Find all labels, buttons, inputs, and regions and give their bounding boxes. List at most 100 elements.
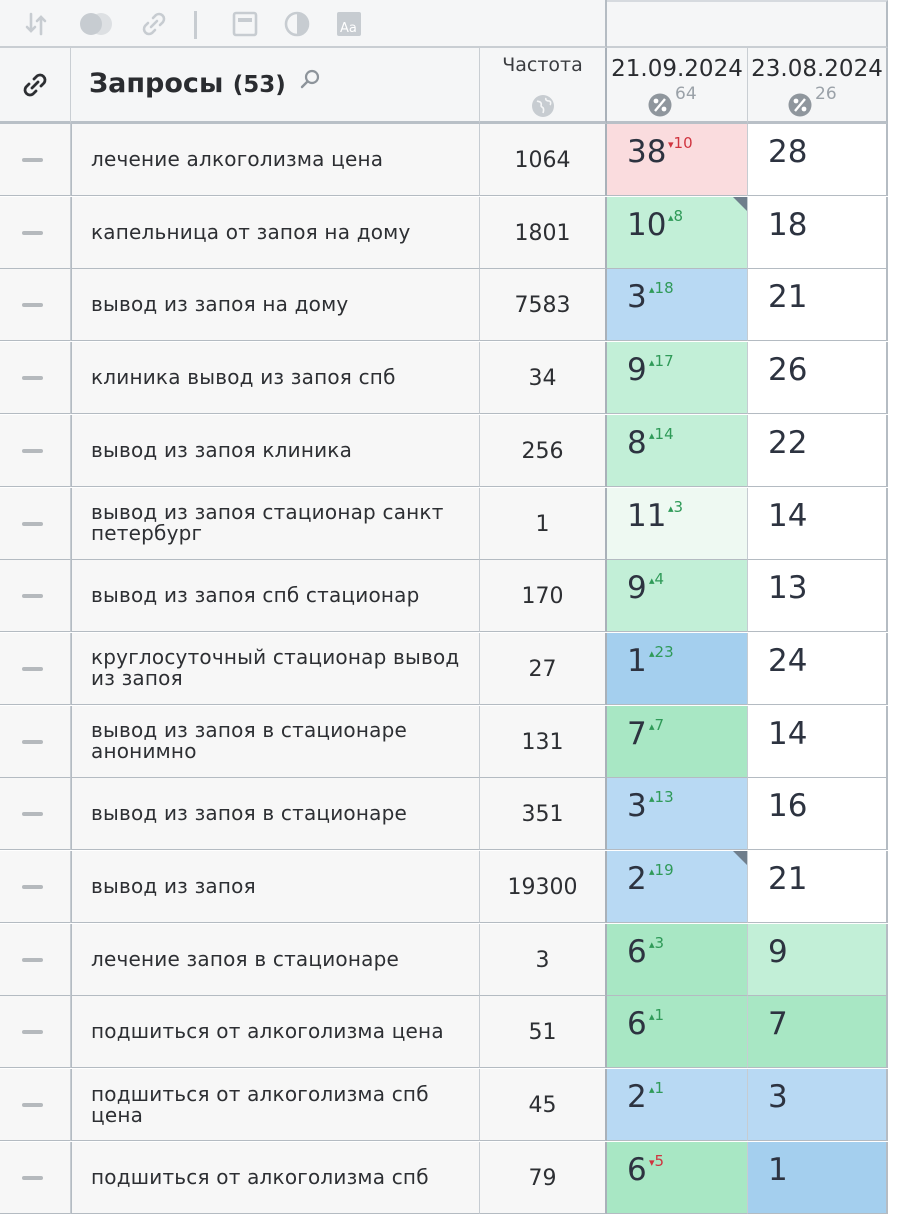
dash-icon[interactable] <box>22 448 43 453</box>
position-cell-date-1[interactable]: 10 ▴8 <box>607 196 748 269</box>
dash-icon[interactable] <box>22 303 43 308</box>
toggle-icon[interactable] <box>78 10 116 38</box>
position-cell-date-2[interactable]: 24 <box>748 632 888 705</box>
query-cell[interactable]: вывод из запоя спб стационар <box>71 560 480 633</box>
header-date-2[interactable]: 23.08.2024 26 <box>748 48 888 124</box>
note-corner-icon[interactable] <box>733 851 747 865</box>
chain-link-icon[interactable] <box>21 71 49 99</box>
position-cell-date-1[interactable]: 3 ▴18 <box>607 269 748 342</box>
position-cell-date-2[interactable]: 14 <box>748 705 888 778</box>
table-row[interactable]: подшиться от алкоголизма спб 79 6 ▾5 1 <box>0 1141 888 1215</box>
row-link-cell[interactable] <box>0 269 71 342</box>
table-row[interactable]: подшиться от алкоголизма спб цена 45 2 ▴1 3 <box>0 1069 888 1142</box>
query-cell[interactable]: круглосуточный стационар вывод из запоя <box>71 632 480 705</box>
row-link-cell[interactable] <box>0 414 71 487</box>
position-cell-date-2[interactable]: 21 <box>748 269 888 342</box>
position-cell-date-2[interactable]: 14 <box>748 487 888 560</box>
dash-icon[interactable] <box>22 739 43 744</box>
table-row[interactable]: вывод из запоя на дому 7583 3 ▴18 21 <box>0 269 888 342</box>
position-cell-date-1[interactable]: 6 ▴1 <box>607 996 748 1069</box>
position-cell-date-2[interactable]: 7 <box>748 996 888 1069</box>
position-cell-date-2[interactable]: 18 <box>748 196 888 269</box>
query-cell[interactable]: клиника вывод из запоя спб <box>71 342 480 415</box>
dash-icon[interactable] <box>22 230 43 235</box>
query-cell[interactable]: вывод из запоя стационар санкт петербург <box>71 487 480 560</box>
position-cell-date-2[interactable]: 28 <box>748 124 888 196</box>
position-cell-date-2[interactable]: 16 <box>748 778 888 851</box>
dash-icon[interactable] <box>22 885 43 889</box>
position-cell-date-2[interactable]: 1 <box>748 1141 888 1214</box>
position-cell-date-2[interactable]: 26 <box>748 342 888 415</box>
query-cell[interactable]: лечение запоя в стационаре <box>71 923 480 996</box>
row-link-cell[interactable] <box>0 487 71 560</box>
table-row[interactable]: вывод из запоя в стационаре анонимно 131 7… <box>0 705 888 779</box>
link-icon[interactable] <box>140 10 168 38</box>
table-row[interactable]: вывод из запоя 19300 2 ▴19 21 <box>0 851 888 924</box>
position-cell-date-2[interactable]: 13 <box>748 560 888 633</box>
position-cell-date-1[interactable]: 9 ▴4 <box>607 560 748 633</box>
position-cell-date-1[interactable]: 2 ▴19 <box>607 851 748 923</box>
position-cell-date-2[interactable]: 22 <box>748 414 888 487</box>
position-cell-date-1[interactable]: 7 ▴7 <box>607 705 748 778</box>
position-cell-date-1[interactable]: 3 ▴13 <box>607 778 748 851</box>
header-queries[interactable]: Запросы (53) <box>71 48 480 124</box>
row-link-cell[interactable] <box>0 996 71 1069</box>
table-row[interactable]: вывод из запоя спб стационар 170 9 ▴4 13 <box>0 560 888 633</box>
dash-icon[interactable] <box>22 594 43 599</box>
window-icon[interactable] <box>231 10 259 38</box>
query-cell[interactable]: вывод из запоя клиника <box>71 414 480 487</box>
table-row[interactable]: круглосуточный стационар вывод из запоя 2… <box>0 632 888 706</box>
row-link-cell[interactable] <box>0 560 71 633</box>
table-row[interactable]: лечение запоя в стационаре 3 6 ▴3 9 <box>0 923 888 997</box>
table-row[interactable]: подшиться от алкоголизма цена 51 6 ▴1 7 <box>0 996 888 1069</box>
row-link-cell[interactable] <box>0 196 71 269</box>
position-cell-date-2[interactable]: 3 <box>748 1069 888 1142</box>
row-link-cell[interactable] <box>0 705 71 778</box>
dash-icon[interactable] <box>22 521 43 526</box>
font-icon[interactable]: Aa <box>335 10 363 38</box>
query-cell[interactable]: подшиться от алкоголизма цена <box>71 996 480 1069</box>
dash-icon[interactable] <box>22 812 43 817</box>
query-cell[interactable]: лечение алкоголизма цена <box>71 124 480 196</box>
contrast-icon[interactable] <box>283 10 311 38</box>
row-link-cell[interactable] <box>0 923 71 996</box>
position-cell-date-1[interactable]: 6 ▾5 <box>607 1141 748 1214</box>
query-cell[interactable]: подшиться от алкоголизма спб <box>71 1141 480 1214</box>
row-link-cell[interactable] <box>0 778 71 851</box>
row-link-cell[interactable] <box>0 1141 71 1214</box>
query-cell[interactable]: вывод из запоя на дому <box>71 269 480 342</box>
position-cell-date-2[interactable]: 9 <box>748 923 888 996</box>
row-link-cell[interactable] <box>0 124 71 196</box>
query-cell[interactable]: вывод из запоя <box>71 851 480 923</box>
query-cell[interactable]: подшиться от алкоголизма спб цена <box>71 1069 480 1142</box>
position-cell-date-1[interactable]: 6 ▴3 <box>607 923 748 996</box>
query-cell[interactable]: вывод из запоя в стационаре <box>71 778 480 851</box>
row-link-cell[interactable] <box>0 1069 71 1142</box>
position-cell-date-1[interactable]: 1 ▴23 <box>607 632 748 705</box>
table-row[interactable]: вывод из запоя стационар санкт петербург… <box>0 487 888 561</box>
row-link-cell[interactable] <box>0 342 71 415</box>
table-row[interactable]: вывод из запоя клиника 256 8 ▴14 22 <box>0 414 888 488</box>
position-cell-date-1[interactable]: 8 ▴14 <box>607 414 748 487</box>
table-row[interactable]: лечение алкоголизма цена 1064 38 ▾10 28 <box>0 124 888 197</box>
query-cell[interactable]: капельница от запоя на дому <box>71 196 480 269</box>
sort-icon[interactable] <box>22 10 50 38</box>
dash-icon[interactable] <box>22 1175 43 1180</box>
header-link-column[interactable] <box>0 48 71 124</box>
query-cell[interactable]: вывод из запоя в стационаре анонимно <box>71 705 480 778</box>
row-link-cell[interactable] <box>0 851 71 923</box>
position-cell-date-1[interactable]: 9 ▴17 <box>607 342 748 415</box>
position-cell-date-1[interactable]: 38 ▾10 <box>607 124 748 196</box>
position-cell-date-1[interactable]: 2 ▴1 <box>607 1069 748 1142</box>
search-icon[interactable] <box>299 68 321 90</box>
header-date-1[interactable]: 21.09.2024 64 <box>607 48 748 124</box>
table-row[interactable]: клиника вывод из запоя спб 34 9 ▴17 26 <box>0 342 888 415</box>
position-cell-date-2[interactable]: 21 <box>748 851 888 923</box>
dash-icon[interactable] <box>22 666 43 671</box>
header-frequency[interactable]: Частота <box>480 48 607 124</box>
dash-icon[interactable] <box>22 957 43 962</box>
dash-icon[interactable] <box>22 1030 43 1035</box>
position-cell-date-1[interactable]: 11 ▴3 <box>607 487 748 560</box>
table-row[interactable]: капельница от запоя на дому 1801 10 ▴8 18 <box>0 196 888 270</box>
row-link-cell[interactable] <box>0 632 71 705</box>
